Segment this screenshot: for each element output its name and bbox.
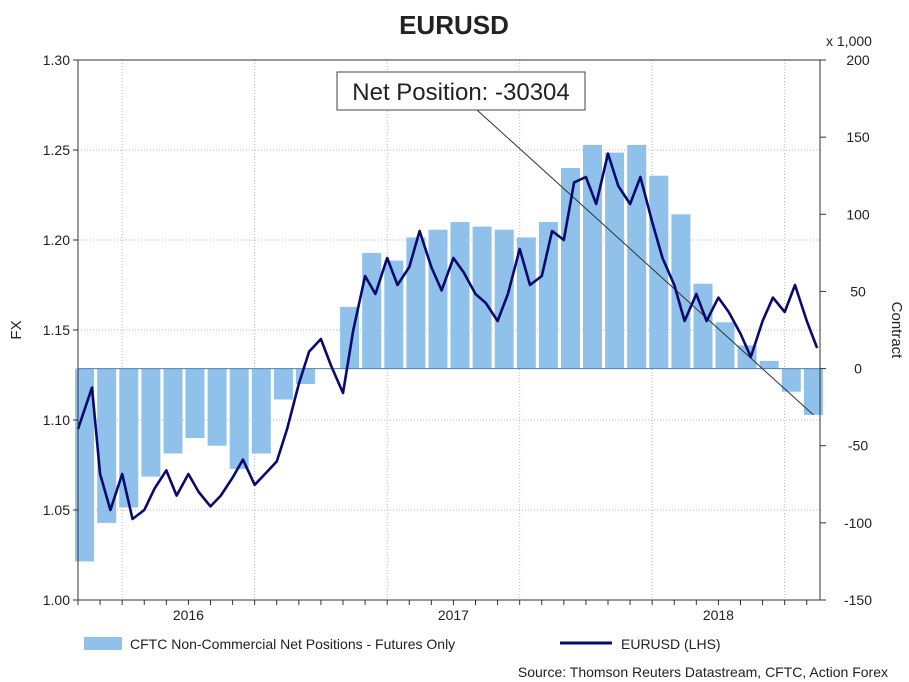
- position-bar: [163, 368, 183, 454]
- position-bar: [273, 368, 293, 400]
- left-tick-label: 1.10: [43, 412, 70, 428]
- legend: CFTC Non-Commercial Net Positions - Futu…: [84, 636, 721, 652]
- annotation-callout: Net Position: -30304: [336, 71, 586, 111]
- x-axis-ticks: 2016 2017 2018: [77, 600, 808, 623]
- position-bar: [450, 222, 470, 369]
- legend-label-bars: CFTC Non-Commercial Net Positions - Futu…: [130, 636, 455, 652]
- position-bar: [494, 229, 514, 369]
- right-tick-label: 50: [850, 283, 866, 299]
- position-bar: [759, 360, 779, 369]
- position-bar: [715, 322, 735, 369]
- position-bar: [406, 237, 426, 369]
- right-tick-label: 150: [846, 129, 870, 145]
- position-bar: [229, 368, 249, 469]
- eurusd-line: [76, 152, 819, 521]
- position-bar: [671, 214, 691, 369]
- left-tick-label: 1.15: [43, 322, 70, 338]
- chart-title: EURUSD: [399, 10, 509, 40]
- x-tick-label: 2018: [703, 607, 734, 623]
- position-bar: [781, 368, 801, 392]
- position-bar: [75, 368, 95, 562]
- position-bar: [428, 229, 448, 369]
- right-tick-label: -50: [848, 438, 868, 454]
- right-tick-label: -150: [844, 592, 872, 608]
- right-tick-label: 0: [854, 361, 862, 377]
- position-bar: [627, 144, 647, 369]
- callout-text: Net Position: -30304: [352, 79, 569, 106]
- annotation-leader-line: [476, 109, 814, 416]
- position-bar: [141, 368, 161, 477]
- left-tick-label: 1.05: [43, 502, 70, 518]
- legend-label-line: EURUSD (LHS): [621, 636, 721, 652]
- left-tick-label: 1.00: [43, 592, 70, 608]
- left-tick-label: 1.30: [43, 52, 70, 68]
- right-axis-ticks: 200 150 100 50 0 -50 -100 -150: [820, 52, 872, 608]
- position-bar: [185, 368, 205, 438]
- position-bar: [207, 368, 227, 446]
- callout-box: [336, 71, 586, 111]
- position-bar: [472, 226, 492, 369]
- position-bar: [561, 168, 580, 369]
- position-bar: [384, 260, 404, 369]
- legend-swatch-bars: [84, 637, 122, 650]
- left-axis-ticks: 1.30 1.25 1.20 1.15 1.10 1.05 1.00: [43, 52, 78, 608]
- left-tick-label: 1.20: [43, 232, 70, 248]
- position-bar: [251, 368, 271, 454]
- right-tick-label: 200: [846, 52, 870, 68]
- right-axis-label: Contract: [888, 302, 905, 360]
- position-bar: [803, 368, 823, 415]
- position-bar: [605, 152, 625, 369]
- position-bar: [362, 252, 382, 369]
- position-bar: [693, 283, 713, 369]
- x-tick-label: 2017: [438, 607, 469, 623]
- source-note: Source: Thomson Reuters Datastream, CFTC…: [518, 664, 888, 680]
- x-tick-label: 2016: [173, 607, 204, 623]
- right-tick-label: 100: [846, 206, 870, 222]
- left-axis-label: FX: [8, 320, 25, 339]
- bar-series: [75, 144, 823, 562]
- left-tick-label: 1.25: [43, 142, 70, 158]
- right-axis-unit: x 1,000: [826, 33, 872, 49]
- right-tick-label: -100: [844, 515, 872, 531]
- position-bar: [119, 368, 139, 508]
- trend-line-group: [476, 109, 814, 416]
- position-bar: [516, 237, 536, 369]
- position-bar: [649, 175, 669, 369]
- position-bar: [538, 222, 558, 369]
